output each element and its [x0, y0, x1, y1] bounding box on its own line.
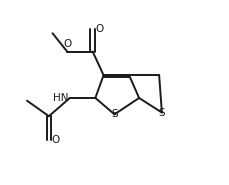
- Text: HN: HN: [53, 93, 69, 103]
- Text: S: S: [111, 109, 118, 119]
- Text: O: O: [63, 39, 71, 49]
- Text: O: O: [95, 24, 104, 34]
- Text: O: O: [52, 135, 60, 145]
- Text: S: S: [158, 107, 165, 117]
